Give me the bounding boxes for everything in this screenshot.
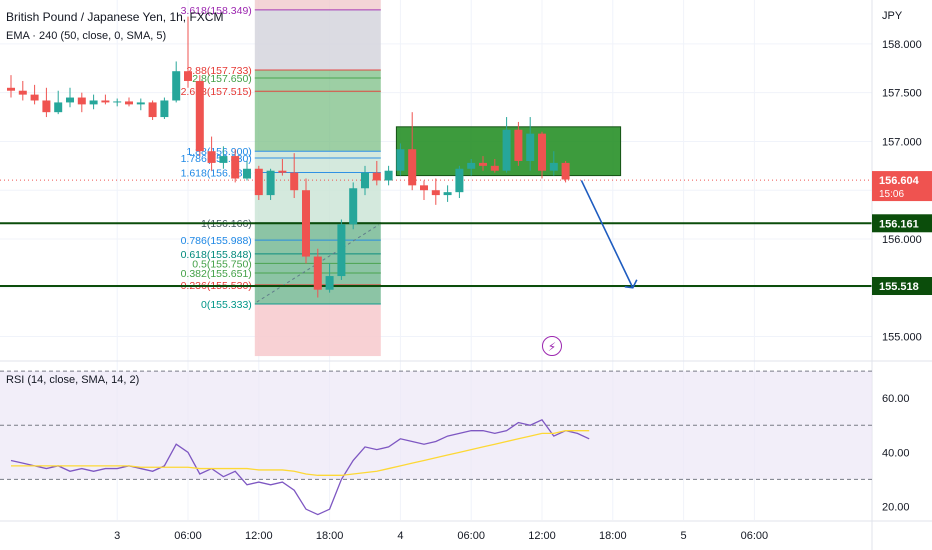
fib-top-zone	[254, 0, 381, 10]
candle-body	[136, 102, 145, 105]
fib-level-label: 0.618(155.848)	[181, 249, 252, 261]
current-price-tag	[872, 171, 932, 202]
rsi-line	[10, 419, 590, 516]
price-level-tag	[872, 277, 932, 296]
candle-body	[278, 170, 287, 173]
candle-body	[66, 97, 74, 103]
candle-body	[302, 190, 310, 257]
fib-level-label: 0.382(155.651)	[181, 268, 252, 280]
rsi-indicator-label[interactable]: RSI (14, close, SMA, 14, 2)	[6, 374, 140, 386]
price-axis-tick: 158.000	[882, 39, 922, 51]
candle-body	[148, 102, 157, 118]
countdown-label: 15:06	[879, 189, 904, 200]
candle-body	[349, 188, 358, 225]
candle-body	[231, 156, 240, 179]
chart-title: British Pound / Japanese Yen, 1h, FXCM	[6, 10, 224, 24]
current-price-tag-label: 156.604	[879, 175, 920, 187]
price-axis-tick: 157.000	[882, 136, 922, 148]
candle-body	[325, 276, 334, 290]
candle-body	[7, 87, 15, 91]
projection-arrow	[580, 180, 634, 289]
candle-body	[290, 172, 299, 191]
time-axis-tick: 5	[681, 530, 687, 542]
candle-body	[113, 101, 122, 103]
time-axis-tick: 12:00	[528, 530, 556, 542]
fib-ext-zone-2	[254, 69, 381, 152]
fib-level-label: 0.786(155.988)	[181, 235, 252, 247]
candle-body	[219, 156, 228, 163]
rsi-axis-tick: 40.00	[882, 447, 910, 459]
rsi-axis-tick: 60.00	[882, 393, 910, 405]
price-level-tag	[872, 214, 932, 233]
candle-body	[54, 102, 63, 113]
candle-body	[125, 101, 133, 105]
lightning-icon[interactable]: ⚡	[542, 336, 562, 356]
candle-body	[42, 100, 51, 113]
fib-level-label: 2.618(157.515)	[181, 86, 252, 98]
time-axis-tick: 18:00	[316, 530, 344, 542]
candle-body	[549, 162, 558, 171]
time-axis-tick: 12:00	[245, 530, 273, 542]
fib-level-label: 0.5(155.750)	[192, 258, 252, 270]
time-axis-tick: 18:00	[599, 530, 627, 542]
rsi-ma-line	[11, 430, 590, 476]
price-level-tag-label: 156.161	[879, 218, 919, 230]
candle-body	[254, 168, 263, 196]
candle-body	[408, 149, 417, 186]
candle-body	[30, 94, 39, 101]
fib-level-label: 3.618(158.349)	[181, 5, 252, 17]
candle-body	[172, 71, 181, 101]
candle-body	[526, 133, 535, 161]
candle-body	[538, 133, 546, 171]
candle-body	[561, 162, 570, 180]
ema-indicator-label[interactable]: EMA · 240 (50, close, 0, SMA, 5)	[6, 30, 167, 42]
currency-label: JPY	[882, 10, 903, 22]
candle-body	[372, 172, 381, 181]
candle-body	[77, 97, 86, 105]
time-axis-tick: 4	[397, 530, 403, 542]
fib-level-label: 2.8(157.650)	[192, 73, 252, 85]
price-axis-tick: 156.000	[882, 234, 922, 246]
fib-level-label: 0(155.333)	[201, 299, 252, 311]
candle-body	[207, 151, 216, 163]
time-axis-tick: 06:00	[457, 530, 485, 542]
candle-body	[431, 190, 440, 196]
candle-body	[266, 170, 275, 196]
fib-level-label: 2.88(157.733)	[186, 65, 251, 77]
fib-level-label: 1.786(156.830)	[181, 153, 252, 165]
price-axis-tick: 155.000	[882, 332, 922, 344]
candle-body	[18, 90, 27, 95]
time-axis-tick: 06:00	[741, 530, 769, 542]
candle-body	[195, 80, 204, 152]
candle-body	[384, 170, 393, 181]
fib-ext-zone-1	[254, 151, 381, 223]
candle-body	[443, 192, 452, 196]
candle-body	[514, 129, 523, 161]
price-axis-tick: 157.500	[882, 88, 922, 100]
candle-body	[479, 162, 487, 166]
fib-ext-zone-3	[254, 9, 381, 70]
candle-body	[490, 165, 499, 171]
candle-body	[101, 100, 110, 103]
time-axis-tick: 3	[114, 530, 120, 542]
projection-arrow-head	[624, 279, 638, 289]
candle-body	[396, 149, 405, 171]
fib-level-label: 1.618(156.682)	[181, 167, 252, 179]
price-level-tag-label: 155.518	[879, 281, 919, 293]
candle-body	[313, 256, 322, 290]
fib-stop-zone	[254, 304, 381, 357]
candle-body	[160, 100, 169, 118]
candle-body	[89, 100, 98, 105]
candle-body	[361, 172, 369, 189]
candle-body	[420, 185, 428, 191]
candle-body	[467, 162, 476, 169]
candle-body	[337, 224, 346, 277]
candle-body	[455, 168, 464, 193]
candle-body	[243, 168, 251, 179]
candle-body	[502, 129, 511, 171]
rsi-axis-tick: 20.00	[882, 501, 910, 513]
candle-body	[184, 71, 192, 81]
time-axis-tick: 06:00	[174, 530, 202, 542]
